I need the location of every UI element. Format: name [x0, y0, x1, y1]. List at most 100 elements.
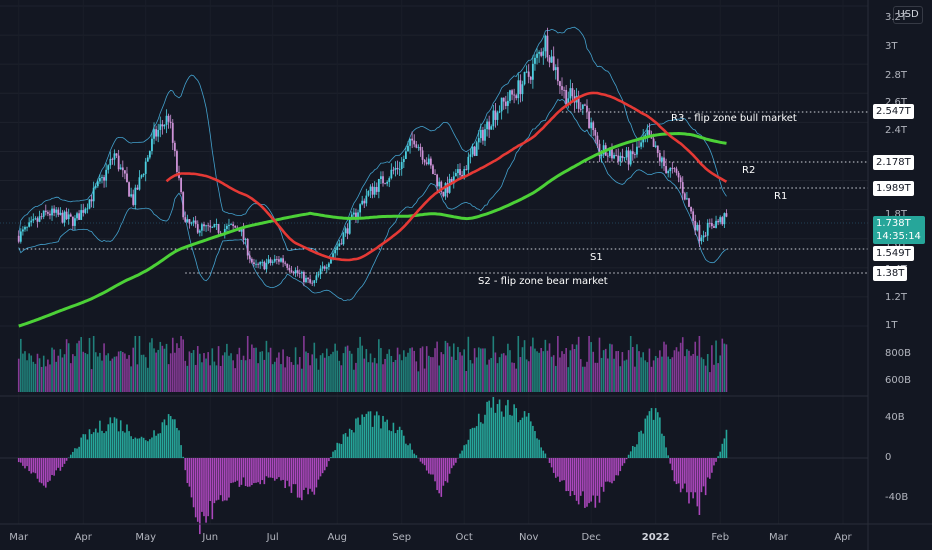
volume-bar — [407, 352, 409, 392]
oscillator-bar — [251, 458, 253, 486]
price-tick-label: 3T — [885, 41, 898, 52]
oscillator-bar — [646, 415, 649, 458]
candle-body — [348, 218, 351, 234]
oscillator-bar — [209, 458, 212, 502]
oscillator-bar — [463, 445, 465, 458]
volume-bar — [519, 357, 522, 392]
volume-bar — [588, 336, 590, 392]
volume-bar — [677, 351, 680, 392]
volume-bar — [192, 350, 195, 392]
oscillator-bar — [569, 458, 572, 497]
oscillator-bar — [563, 458, 565, 481]
oscillator-bar — [648, 411, 651, 458]
candle-body — [55, 209, 58, 213]
volume-bar — [432, 357, 434, 392]
volume-bar — [667, 356, 669, 392]
oscillator-bar — [642, 433, 644, 458]
volume-bar — [546, 350, 549, 392]
oscillator-bar — [305, 458, 307, 488]
oscillator-bar — [301, 458, 303, 501]
oscillator-bar — [315, 458, 318, 488]
volume-bar — [105, 355, 107, 392]
volume-bar — [725, 344, 728, 392]
candle-body — [567, 98, 570, 104]
oscillator-bar — [498, 399, 501, 458]
candle-body — [267, 259, 270, 263]
oscillator-bar — [663, 435, 665, 458]
volume-bar — [157, 349, 159, 392]
volume-bar — [694, 341, 697, 392]
candle-body — [723, 213, 726, 225]
oscillator-bar — [167, 414, 170, 458]
candle-body — [475, 142, 478, 156]
volume-bar — [611, 344, 613, 392]
oscillator-bar — [696, 458, 699, 507]
volume-bar — [219, 366, 222, 392]
candle-body — [115, 153, 118, 156]
candle-body — [596, 135, 599, 144]
oscillator-bar — [153, 430, 155, 458]
candle-body — [334, 250, 337, 254]
candle-body — [717, 220, 720, 223]
volume-bar — [496, 363, 499, 392]
volume-bar — [373, 357, 376, 392]
volume-bar — [221, 355, 224, 392]
oscillator-bar — [471, 427, 474, 458]
oscillator-bar — [267, 458, 270, 478]
candle-body — [167, 115, 170, 122]
candle-body — [142, 173, 145, 176]
volume-bar — [590, 342, 592, 392]
oscillator-bar — [396, 429, 399, 458]
oscillator-bar — [196, 458, 199, 522]
oscillator-bar — [199, 458, 201, 535]
oscillator-bar — [430, 458, 432, 475]
volume-bar — [288, 356, 291, 392]
volume-bar — [446, 342, 449, 392]
candle-body — [581, 104, 584, 109]
oscillator-bar — [706, 458, 709, 478]
oscillator-bar — [205, 458, 207, 523]
candle-body — [250, 258, 253, 263]
volume-bar — [400, 360, 403, 392]
volume-bar — [276, 357, 278, 392]
candle-body — [171, 122, 174, 143]
volume-bar — [20, 338, 22, 392]
volume-bar — [313, 342, 316, 392]
volume-bar — [278, 352, 280, 392]
volume-bar — [130, 366, 132, 392]
candle-body — [608, 148, 611, 157]
oscillator-bar — [565, 458, 567, 492]
oscillator-bar — [519, 420, 522, 458]
volume-bar — [607, 358, 609, 392]
candle-body — [633, 154, 636, 155]
oscillator-bar — [459, 453, 461, 458]
volume-bar — [500, 353, 503, 392]
candle-body — [413, 140, 416, 145]
candle-body — [111, 158, 114, 160]
currency-button[interactable]: USD — [893, 6, 923, 24]
volume-bar — [573, 348, 576, 392]
candle-body — [271, 261, 274, 263]
level-badge-s2: 1.38T — [873, 266, 908, 281]
candle-body — [434, 174, 436, 175]
candle-body — [525, 71, 528, 73]
oscillator-bar — [257, 458, 259, 483]
volume-bar — [82, 351, 85, 392]
oscillator-bar — [511, 415, 513, 458]
oscillator-bar — [232, 458, 234, 483]
volume-bar — [646, 362, 649, 392]
oscillator-bar — [188, 458, 191, 487]
volume-bar — [226, 343, 228, 392]
volume-bar — [490, 358, 493, 392]
candle-body — [486, 121, 488, 130]
oscillator-bar — [644, 418, 647, 458]
oscillator-bar — [155, 435, 157, 458]
oscillator-bar — [607, 458, 609, 482]
volume-bar — [28, 353, 30, 392]
candle-body — [176, 151, 178, 172]
oscillator-bar — [575, 458, 578, 501]
oscillator-bar — [602, 458, 605, 492]
oscillator-bar — [94, 428, 97, 458]
